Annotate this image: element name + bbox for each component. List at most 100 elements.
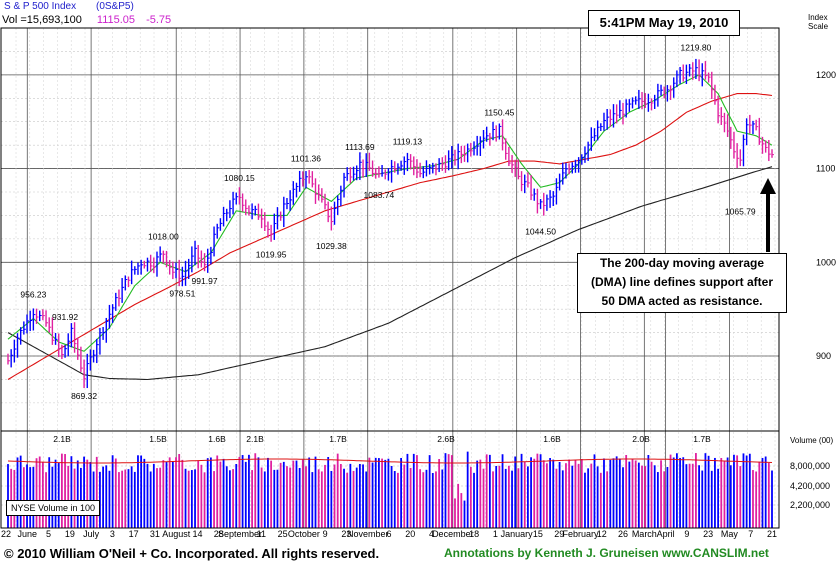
price-bar (666, 85, 670, 102)
annotation-line-3: 50 DMA acted as resistance. (601, 294, 763, 308)
price-bar (149, 254, 153, 272)
price-high-low-label: 1219.80 (681, 42, 712, 52)
price-high-low-label: 1113.69 (345, 142, 375, 152)
price-bar (61, 344, 64, 360)
ma200-path (7, 166, 773, 381)
price-bar (58, 333, 61, 357)
price-bar (745, 118, 749, 146)
price-bar (35, 308, 39, 324)
price-bar (400, 160, 404, 171)
price-bar (70, 323, 74, 348)
date-tick-label: 11 (257, 529, 266, 539)
volume-labels: 2.1B 1.5B 1.6B 2.1B 1.7B 2.6B 1.6B 2.0B 1.7B (53, 434, 711, 444)
price-bar (615, 104, 619, 124)
price-bar (273, 213, 277, 240)
price-bar (657, 83, 660, 107)
price-bar (543, 192, 546, 216)
price-bar (609, 109, 613, 127)
date-tick-label: December (432, 529, 474, 539)
date-tick-label: April (657, 529, 675, 539)
index-title: S & P 500 Index (4, 1, 77, 12)
price-bar (692, 62, 695, 80)
price-bar (568, 163, 572, 175)
price-bar (438, 158, 442, 173)
price-bar (162, 250, 166, 264)
date-tick-label: 12 (597, 529, 607, 539)
price-bar (562, 162, 565, 185)
price-bar (600, 123, 603, 131)
price-bar (340, 185, 343, 207)
price-bar (660, 84, 664, 96)
price-bar (476, 135, 480, 156)
date-tick-label: 4 (429, 529, 434, 539)
price-bar (314, 178, 318, 204)
price-bar (159, 246, 163, 262)
volume-tick-label: 2,200,000 (790, 500, 830, 510)
price-bar (654, 94, 657, 109)
price-bar (577, 157, 581, 173)
price-bar (701, 63, 705, 87)
price-bar (251, 203, 255, 220)
price-bar (495, 125, 499, 142)
date-tick-label: 1 (493, 529, 498, 539)
volume-ticks: 8,000,000 4,200,000 2,200,000 (790, 461, 830, 510)
price-bar (235, 192, 239, 205)
price-bar (356, 165, 359, 181)
date-tick-label: 7 (748, 529, 753, 539)
date-tick-label: 22 (1, 529, 11, 539)
price-bar (679, 66, 683, 84)
price-bar (86, 353, 90, 389)
price-bar (13, 339, 17, 363)
price-bar (64, 345, 68, 358)
date-tick-label: September (218, 529, 262, 539)
ma200-line (7, 166, 773, 381)
price-bar (527, 172, 530, 188)
price-bar (115, 292, 118, 311)
price-bar (409, 154, 413, 170)
price-bar (628, 99, 632, 112)
price-bar (581, 154, 584, 165)
price-bar (704, 61, 708, 80)
price-bar (755, 119, 759, 131)
price-bar (140, 259, 144, 275)
price-bar (549, 190, 553, 208)
date-tick-label: June (18, 529, 38, 539)
price-bar (118, 289, 121, 307)
price-ticks: 900 1000 1100 1200 (816, 70, 836, 361)
date-tick-label: 29 (554, 529, 564, 539)
price-bar (758, 117, 762, 145)
price-bar (625, 99, 629, 118)
price-bars (7, 58, 774, 389)
price-bar (638, 89, 641, 109)
price-bar (232, 191, 236, 215)
price-bar (96, 338, 99, 364)
price-high-low-label: 956.23 (20, 289, 46, 299)
price-high-low-label: 1150.45 (484, 107, 514, 117)
price-bar (181, 266, 185, 287)
price-bar (375, 167, 378, 179)
price-bar (536, 188, 540, 214)
price-bar (153, 257, 156, 274)
volume-panel-border (0, 430, 780, 529)
date-tick-label: 31 (150, 529, 160, 539)
quote-box: Vol =15,693,100 1115.05 -5.75 (2, 12, 171, 28)
volume-readout: Vol =15,693,100 (2, 14, 82, 26)
price-bar (108, 304, 112, 329)
volume-peak-label: 1.5B (149, 434, 167, 444)
price-bar (669, 85, 673, 100)
price-bar (650, 98, 654, 111)
volume-peak-label: 2.0B (632, 434, 650, 444)
price-tick-label: 1200 (816, 70, 836, 80)
price-high-low-label: 931.92 (52, 312, 78, 322)
price-bar (83, 359, 87, 389)
price-bar (492, 121, 496, 141)
date-tick-label: 23 (341, 529, 351, 539)
price-bar (368, 152, 372, 171)
price-bar (362, 159, 366, 178)
index-scale-line-1: Index (808, 13, 828, 22)
price-bar (413, 156, 416, 176)
date-tick-label: 3 (110, 529, 115, 539)
price-bar (130, 260, 134, 285)
date-tick-label: 14 (192, 529, 202, 539)
price-bar (197, 244, 201, 269)
